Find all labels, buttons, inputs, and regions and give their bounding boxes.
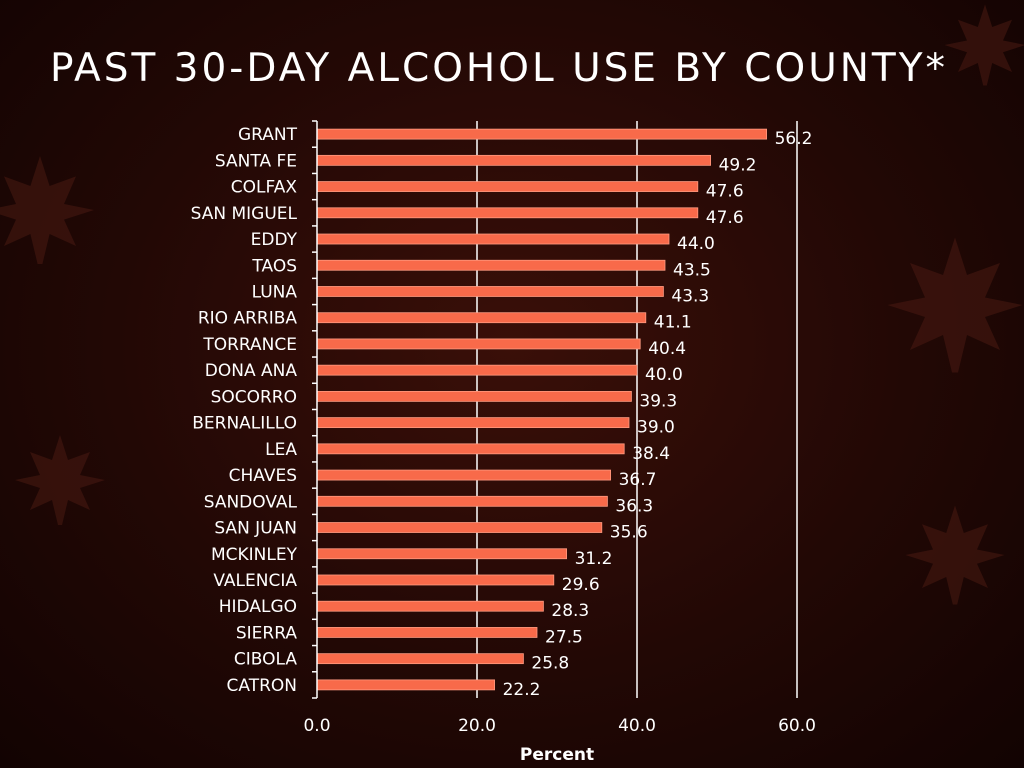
maple-leaf-icon: [15, 435, 105, 525]
bar: [316, 181, 699, 192]
x-tick-labels: 0.0 20.0 40.0 60.0: [303, 716, 815, 736]
value-label: 40.0: [645, 365, 683, 385]
bar: [316, 469, 612, 481]
category-label: DONA ANA: [205, 361, 298, 381]
value-label: 47.6: [706, 208, 744, 228]
category-label: CATRON: [227, 676, 297, 696]
category-label: SAN MIGUEL: [191, 204, 298, 224]
bar: [316, 495, 608, 507]
category-label: BERNALILLO: [192, 414, 297, 434]
chart-title: PAST 30-DAY ALCOHOL USE BY COUNTY*: [50, 46, 949, 91]
value-labels: 56.2 49.2 47.6 47.6 44.0 43.5 43.3 41.1 40.4 40.0…: [503, 129, 813, 700]
value-label: 41.1: [654, 313, 692, 333]
value-label: 36.7: [619, 470, 657, 490]
category-label: GRANT: [238, 125, 298, 145]
bar: [316, 627, 538, 638]
category-label: COLFAX: [231, 178, 298, 198]
bar: [316, 443, 625, 455]
maple-leaf-icon: [944, 4, 1024, 86]
category-label: VALENCIA: [213, 571, 297, 591]
category-label: MCKINLEY: [211, 545, 298, 565]
value-label: 25.8: [531, 654, 569, 674]
value-label: 22.2: [503, 680, 541, 700]
value-label: 28.3: [551, 601, 589, 621]
value-label: 38.4: [632, 444, 670, 464]
bar: [316, 548, 568, 560]
category-label: SIERRA: [236, 623, 297, 643]
bar: [316, 312, 647, 324]
value-label: 29.6: [562, 575, 600, 595]
x-axis-title: Percent: [520, 745, 594, 765]
maple-leaf-icon: [0, 156, 94, 264]
bar: [316, 653, 524, 665]
value-label: 27.5: [545, 627, 583, 647]
bar: [316, 233, 670, 245]
value-label: 47.6: [706, 182, 744, 202]
x-tick-label: 0.0: [303, 716, 330, 736]
value-label: 56.2: [775, 129, 813, 149]
category-label: EDDY: [251, 230, 298, 250]
value-label: 49.2: [719, 155, 757, 175]
bar: [316, 522, 603, 533]
category-label: SAN JUAN: [214, 519, 297, 539]
category-labels: GRANT SANTA FE COLFAX SAN MIGUEL EDDY TAOS LUN…: [191, 125, 298, 696]
bar: [316, 286, 664, 297]
category-label: CIBOLA: [234, 650, 297, 670]
value-label: 43.5: [673, 260, 711, 280]
bar: [316, 364, 638, 376]
bar: [316, 600, 544, 612]
category-label: SANDOVAL: [204, 492, 298, 512]
x-tick-label: 20.0: [458, 716, 496, 736]
value-label: 36.3: [615, 496, 653, 516]
value-label: 39.3: [639, 391, 677, 411]
category-label: LUNA: [252, 282, 298, 302]
category-label: SOCORRO: [211, 387, 297, 407]
category-label: HIDALGO: [219, 597, 297, 617]
y-axis: [312, 120, 318, 699]
bar: [316, 128, 768, 140]
value-label: 31.2: [575, 549, 613, 569]
value-label: 43.3: [671, 286, 709, 306]
category-label: TORRANCE: [202, 335, 297, 355]
category-label: LEA: [265, 440, 297, 460]
value-label: 40.4: [648, 339, 686, 359]
category-label: RIO ARRIBA: [198, 309, 298, 329]
x-tick-label: 60.0: [778, 716, 816, 736]
maple-leaf-icon: [905, 505, 1005, 605]
value-label: 35.6: [610, 523, 648, 543]
x-tick-label: 40.0: [618, 716, 656, 736]
maple-leaf-icon: [887, 237, 1023, 373]
bar: [316, 338, 641, 350]
value-label: 44.0: [677, 234, 715, 254]
bar: [316, 259, 666, 271]
bar: [316, 207, 699, 219]
bar: [316, 679, 496, 691]
bar: [316, 390, 632, 402]
category-label: SANTA FE: [215, 151, 297, 171]
bars: [316, 128, 768, 691]
bar: [316, 574, 555, 586]
category-label: CHAVES: [229, 466, 297, 486]
bar: [316, 154, 712, 166]
value-label: 39.0: [637, 418, 675, 438]
category-label: TAOS: [251, 256, 297, 276]
bar: [316, 417, 630, 429]
